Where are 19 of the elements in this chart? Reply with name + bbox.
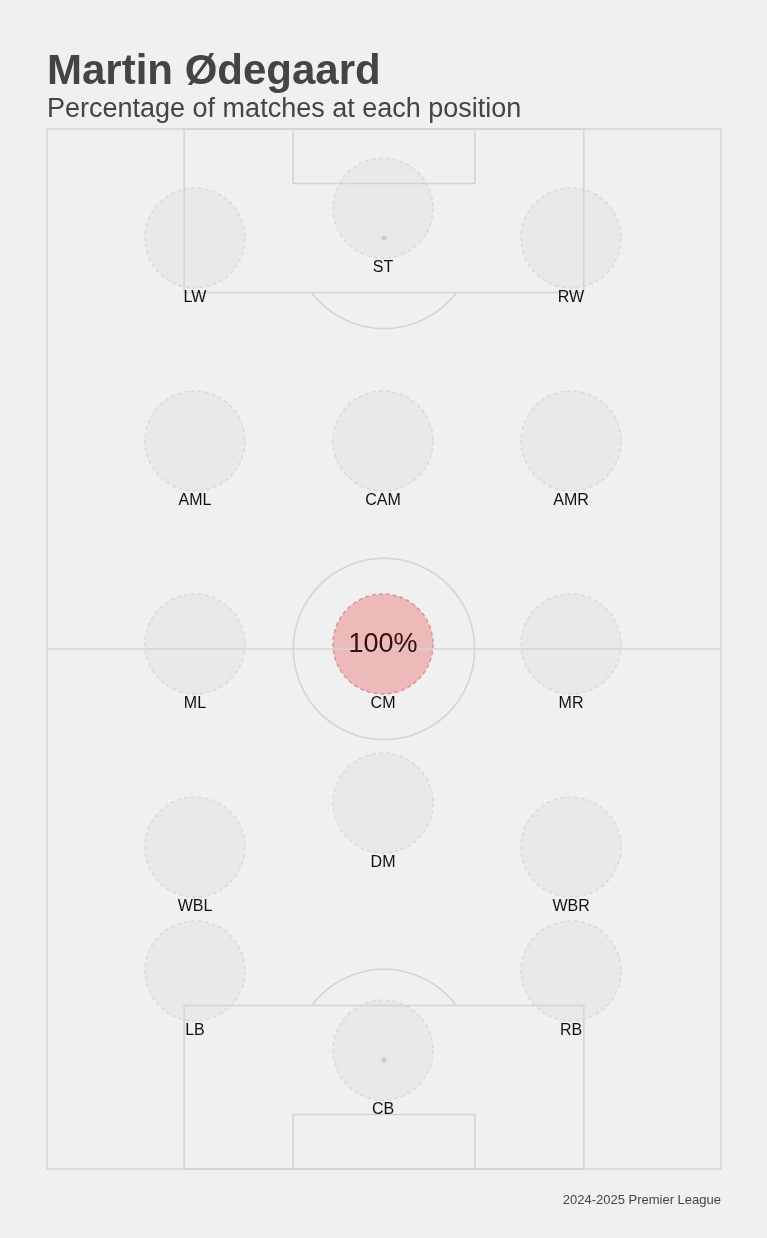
text: Percentage of matches at each position [47, 93, 522, 124]
category-label: AML [178, 491, 212, 508]
category-label: AMR [553, 491, 589, 508]
category-label: WBR [552, 897, 590, 915]
category-label: CM [370, 694, 396, 712]
category-label: RB [559, 1020, 583, 1038]
data-label: 100% [348, 628, 418, 659]
text: 2024-2025 Premier League [562, 1192, 721, 1207]
category-label: ML [183, 694, 207, 712]
category-label: RW [557, 287, 586, 305]
category-label: DM [370, 853, 396, 871]
category-label: MR [558, 694, 584, 712]
category-label: LW [183, 287, 208, 305]
category-label: CAM [365, 491, 401, 508]
category-label: CB [371, 1100, 395, 1118]
category-label: WBL [177, 897, 213, 915]
text: Martin Ødegaard [47, 46, 381, 94]
category-label: LB [185, 1020, 205, 1038]
category-label: ST [372, 258, 394, 276]
